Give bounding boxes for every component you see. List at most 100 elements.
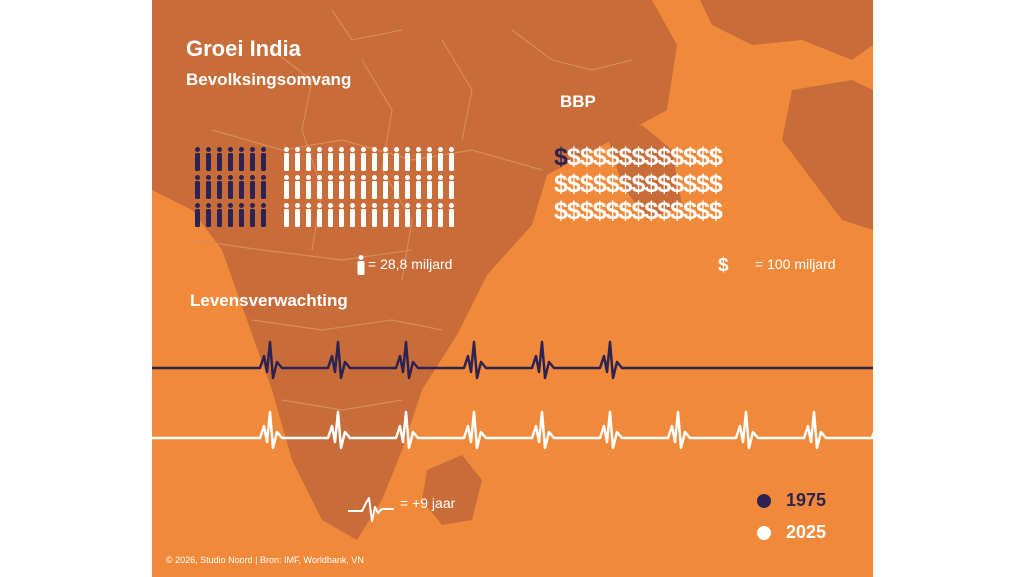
person-icon xyxy=(438,175,443,199)
person-icon xyxy=(361,175,366,199)
dollar-icon: $ xyxy=(631,197,645,225)
population-legend-text: = 28,8 miljard xyxy=(368,256,453,272)
dollar-icon: $ xyxy=(566,170,581,198)
dollar-icon: $ xyxy=(644,143,658,171)
person-icon xyxy=(206,147,211,171)
india-map xyxy=(152,0,873,540)
legend-year-2025: 2025 xyxy=(786,522,827,542)
person-icon xyxy=(261,147,266,171)
infographic-card: Groei India Bevolksingsomvang BBP Levens… xyxy=(152,0,873,577)
dollar-icon: $ xyxy=(670,143,684,171)
person-icon xyxy=(394,175,399,199)
person-icon xyxy=(361,147,366,171)
person-icon xyxy=(295,147,300,171)
dollar-icon: $ xyxy=(695,170,710,198)
person-icon xyxy=(383,175,388,199)
person-icon xyxy=(195,147,200,171)
legend-year-1975: 1975 xyxy=(786,490,827,510)
person-icon xyxy=(195,175,200,199)
dollar-icon: $ xyxy=(708,170,723,198)
dollar-icon: $ xyxy=(695,197,710,225)
heartbeat-icon xyxy=(348,497,394,522)
person-icon xyxy=(206,175,211,199)
person-icon xyxy=(206,203,211,227)
person-icon xyxy=(416,203,421,227)
person-icon xyxy=(394,203,399,227)
person-icon xyxy=(372,147,377,171)
dollar-icon: $ xyxy=(683,197,697,225)
person-icon xyxy=(239,203,244,227)
life-expectancy-legend-text: = +9 jaar xyxy=(400,495,456,511)
dollar-icon: $ xyxy=(592,170,607,198)
dollar-icon: $ xyxy=(579,170,594,198)
person-icon xyxy=(284,203,289,227)
person-icon xyxy=(228,203,233,227)
person-icon xyxy=(416,147,421,171)
infographic-title: Groei India xyxy=(186,36,301,61)
person-icon xyxy=(394,147,399,171)
person-icon xyxy=(250,147,255,171)
dollar-icon: $ xyxy=(618,143,633,171)
dollar-icon: $ xyxy=(592,197,607,225)
dollar-icon: $ xyxy=(670,170,684,198)
dollar-icon: $ xyxy=(631,143,645,171)
dollar-icon: $ xyxy=(554,170,568,198)
person-icon xyxy=(328,175,333,199)
person-icon xyxy=(383,147,388,171)
person-icon xyxy=(405,175,410,199)
person-icon xyxy=(261,175,266,199)
person-icon xyxy=(239,147,244,171)
person-icon xyxy=(317,203,322,227)
person-icon xyxy=(328,203,333,227)
dollar-icon: $ xyxy=(657,170,671,198)
person-icon xyxy=(250,175,255,199)
person-icon xyxy=(350,203,355,227)
dollar-icon: $ xyxy=(579,197,594,225)
dollar-icon: $ xyxy=(670,197,684,225)
person-icon xyxy=(427,147,432,171)
person-icon xyxy=(339,175,344,199)
person-icon xyxy=(438,203,443,227)
person-icon xyxy=(383,203,388,227)
person-icon xyxy=(261,203,266,227)
dollar-icon: $ xyxy=(683,170,697,198)
heartbeat-line-2025 xyxy=(152,410,873,450)
person-icon xyxy=(339,203,344,227)
gdp-heading: BBP xyxy=(560,92,596,111)
person-icon xyxy=(357,255,365,275)
dollar-icon: $ xyxy=(683,143,697,171)
person-icon xyxy=(317,175,322,199)
person-icon xyxy=(339,147,344,171)
person-icon xyxy=(416,175,421,199)
legend-dot-2025 xyxy=(757,526,771,540)
person-icon xyxy=(295,175,300,199)
dollar-icon: $ xyxy=(708,143,723,171)
person-icon xyxy=(228,175,233,199)
person-icon xyxy=(449,203,454,227)
person-icon xyxy=(195,203,200,227)
gdp-dollar-icons: $$$$$$$$$$$$$ $$$$$$$$$$$$$ $$$$$$$$$$$$… xyxy=(554,143,723,225)
person-icon xyxy=(284,175,289,199)
person-icon xyxy=(427,175,432,199)
life-expectancy-heartbeat-lines xyxy=(152,340,873,450)
dollar-icon: $ xyxy=(618,197,633,225)
dollar-icon: $ xyxy=(605,170,620,198)
person-icon xyxy=(361,203,366,227)
person-icon xyxy=(317,147,322,171)
person-icon xyxy=(306,203,311,227)
dollar-icon: $ xyxy=(618,170,633,198)
person-icon xyxy=(228,147,233,171)
dollar-icon: $ xyxy=(592,143,607,171)
person-icon xyxy=(250,203,255,227)
person-icon xyxy=(306,175,311,199)
dollar-icon: $ xyxy=(554,197,568,225)
dollar-icon: $ xyxy=(579,143,594,171)
person-icon xyxy=(328,147,333,171)
person-icon xyxy=(438,147,443,171)
dollar-icon: $ xyxy=(605,197,620,225)
dollar-icon: $ xyxy=(657,143,671,171)
legend-dot-1975 xyxy=(757,494,771,508)
heartbeat-line-1975 xyxy=(152,340,873,380)
dollar-icon: $ xyxy=(657,197,671,225)
population-2025-icons xyxy=(284,147,454,227)
